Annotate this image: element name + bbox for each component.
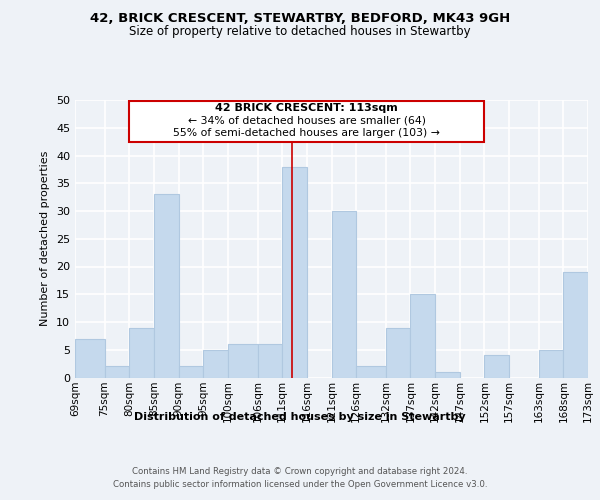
Bar <box>257 344 282 378</box>
Bar <box>104 366 129 378</box>
Y-axis label: Number of detached properties: Number of detached properties <box>40 151 50 326</box>
Text: 42, BRICK CRESCENT, STEWARTBY, BEDFORD, MK43 9GH: 42, BRICK CRESCENT, STEWARTBY, BEDFORD, … <box>90 12 510 26</box>
Bar <box>386 328 410 378</box>
FancyBboxPatch shape <box>129 101 484 141</box>
Bar <box>563 272 588 378</box>
Bar <box>129 328 154 378</box>
Bar <box>203 350 228 378</box>
Text: Size of property relative to detached houses in Stewartby: Size of property relative to detached ho… <box>129 25 471 38</box>
Text: 55% of semi-detached houses are larger (103) →: 55% of semi-detached houses are larger (… <box>173 128 440 138</box>
Text: Distribution of detached houses by size in Stewartby: Distribution of detached houses by size … <box>134 412 466 422</box>
Bar <box>356 366 386 378</box>
Bar <box>75 338 104 378</box>
Text: ← 34% of detached houses are smaller (64): ← 34% of detached houses are smaller (64… <box>188 116 426 126</box>
Bar <box>228 344 257 378</box>
Text: Contains public sector information licensed under the Open Government Licence v3: Contains public sector information licen… <box>113 480 487 489</box>
Bar <box>484 356 509 378</box>
Text: Contains HM Land Registry data © Crown copyright and database right 2024.: Contains HM Land Registry data © Crown c… <box>132 468 468 476</box>
Bar <box>282 166 307 378</box>
Bar <box>410 294 435 378</box>
Bar <box>154 194 179 378</box>
Bar <box>179 366 203 378</box>
Text: 42 BRICK CRESCENT: 113sqm: 42 BRICK CRESCENT: 113sqm <box>215 104 398 114</box>
Bar <box>331 211 356 378</box>
Bar <box>435 372 460 378</box>
Bar <box>539 350 563 378</box>
